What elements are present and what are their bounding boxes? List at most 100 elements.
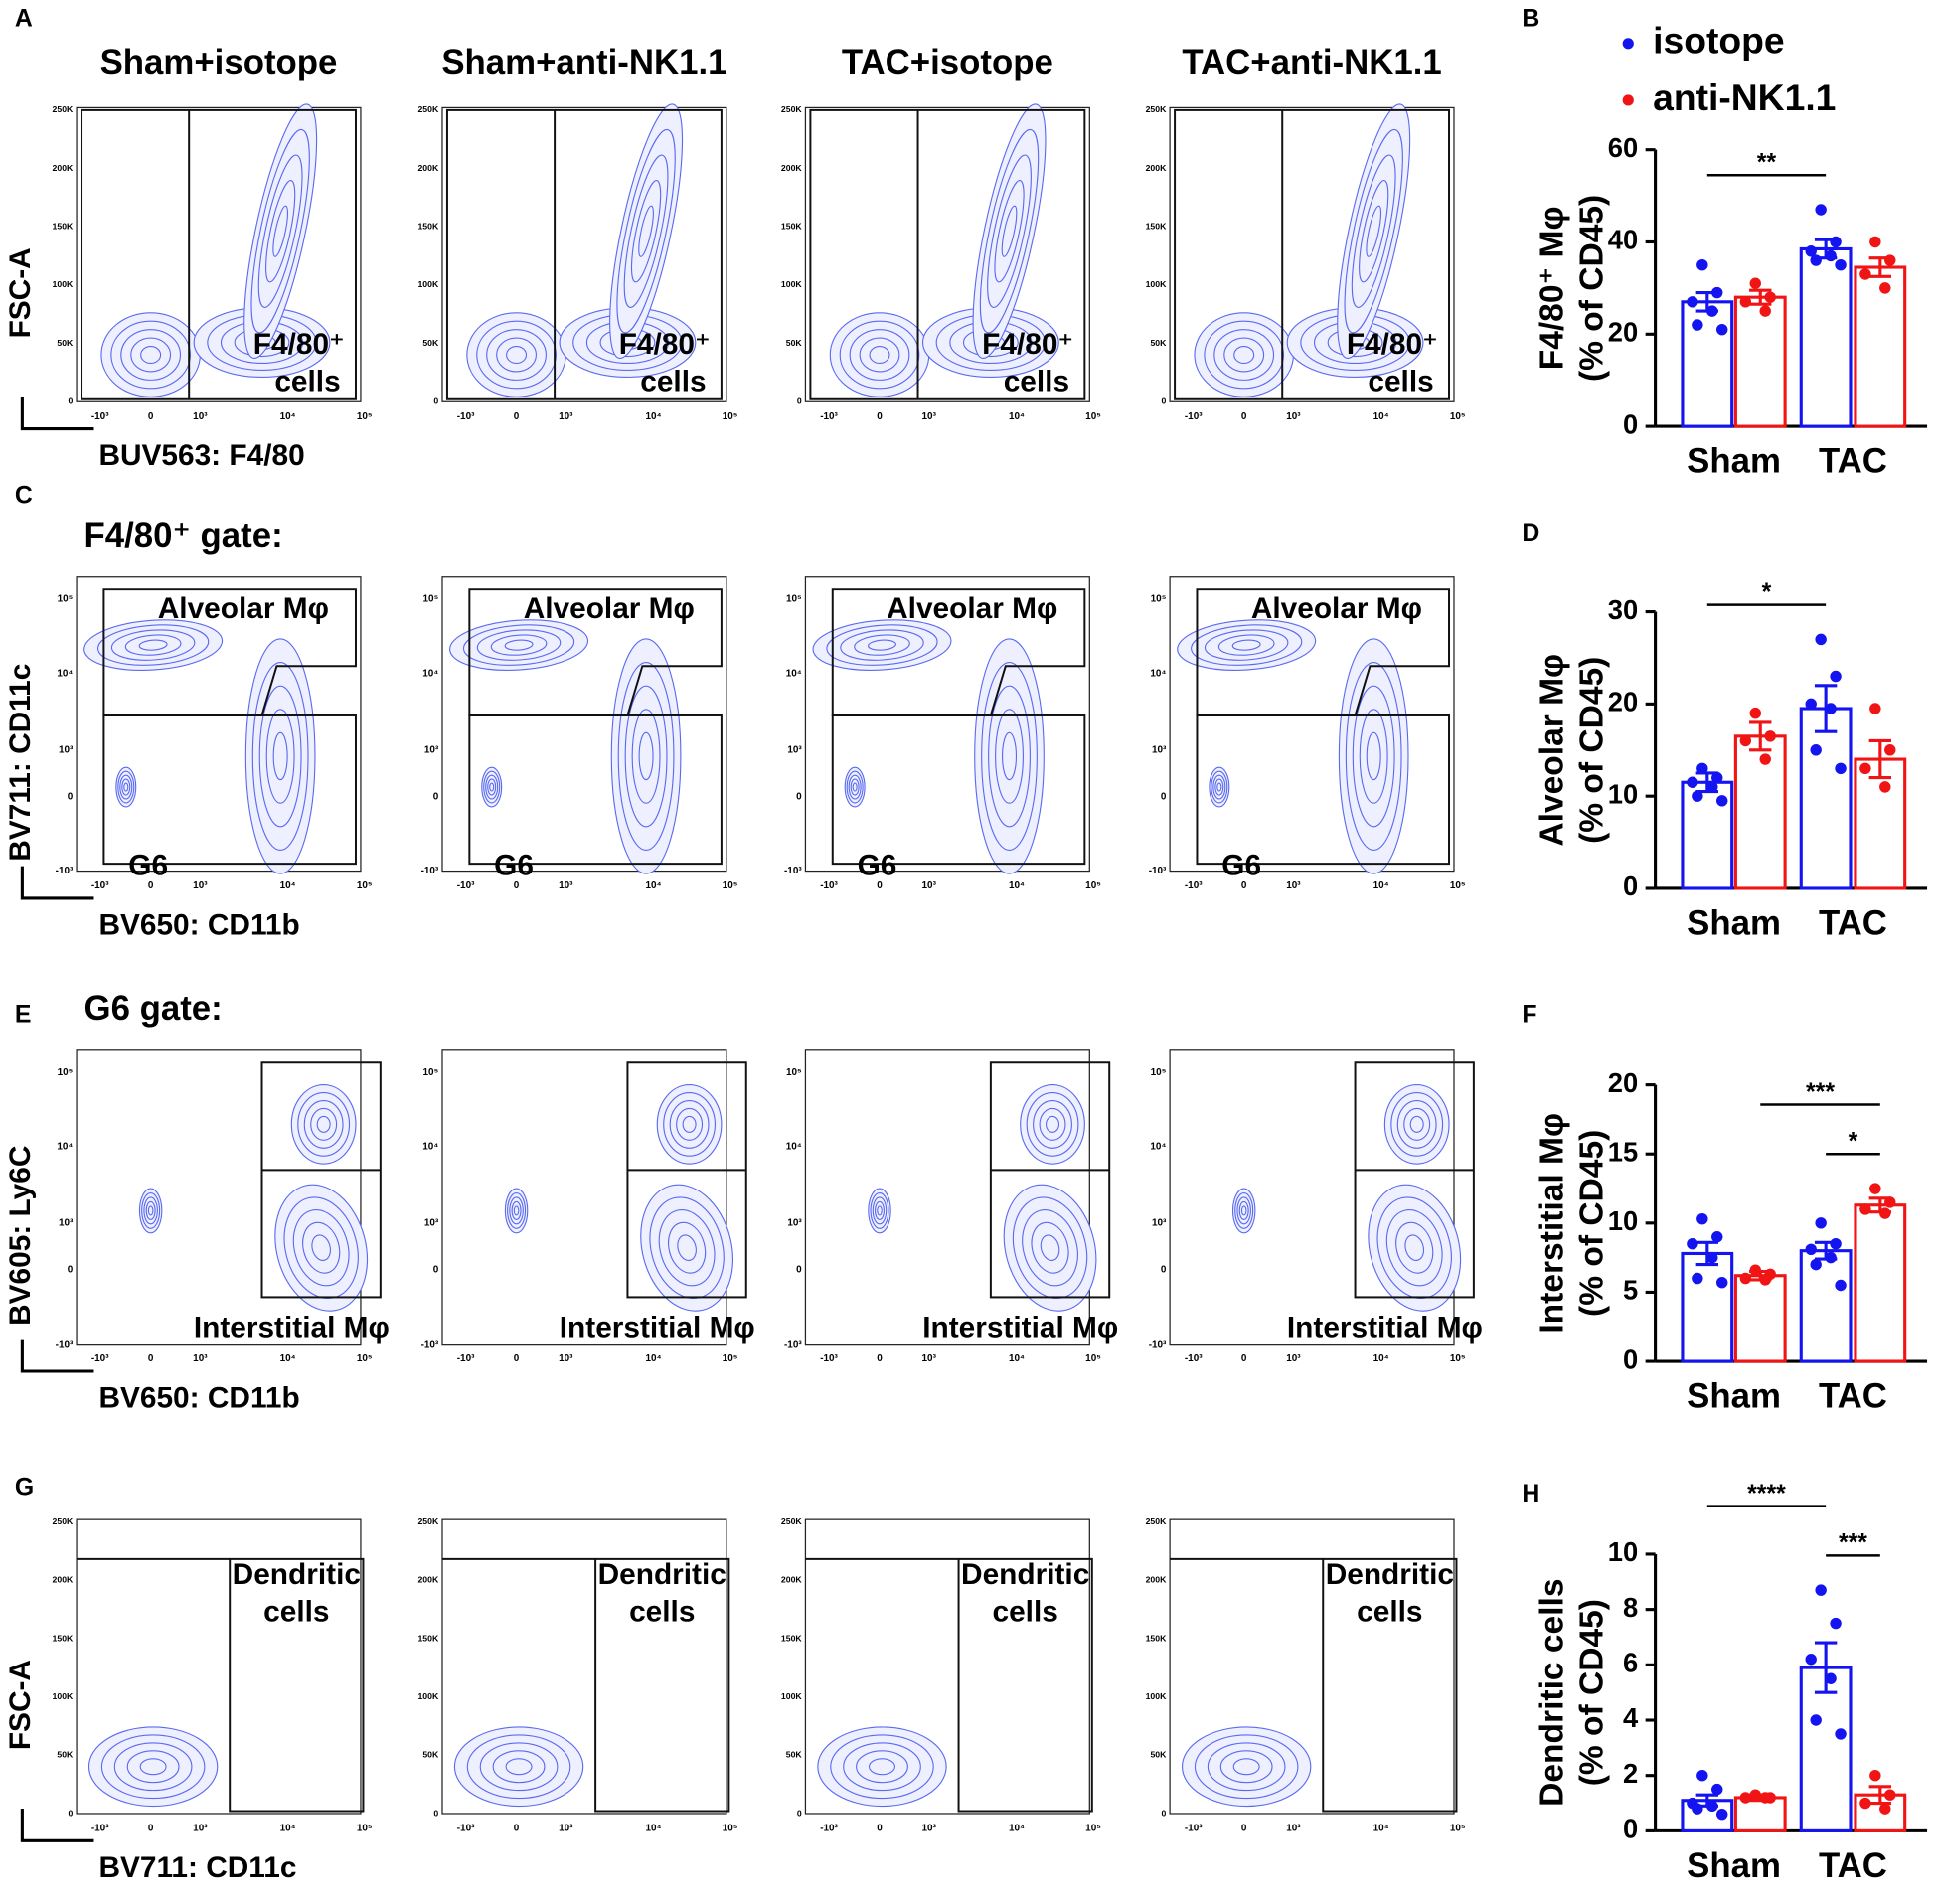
plot-frame	[441, 1518, 727, 1815]
contour	[145, 1200, 156, 1220]
contour	[874, 1200, 886, 1220]
panel-letter: E	[15, 1002, 32, 1029]
panel-letter: C	[15, 483, 33, 510]
x-tick-label: 10⁵	[1085, 880, 1101, 891]
gate-label: cells	[993, 1595, 1058, 1628]
data-point	[1749, 277, 1761, 289]
y-tick-label: 20	[1608, 317, 1638, 348]
y-tick-label: 0	[68, 792, 74, 803]
contour	[1194, 1734, 1299, 1800]
bar	[1681, 780, 1734, 890]
x-tick-label: 0	[877, 1824, 883, 1834]
data-point	[1692, 1272, 1703, 1285]
x-tick-label: 0	[1241, 1353, 1247, 1364]
x-tick-label: 10³	[559, 1353, 573, 1364]
contour	[141, 1191, 161, 1229]
plot-frame	[1169, 576, 1455, 873]
y-tick-label: 10³	[59, 1217, 74, 1228]
gate	[1174, 108, 1451, 400]
contour	[100, 312, 201, 397]
x-tick-label: 10³	[193, 880, 208, 891]
data-point	[1815, 633, 1827, 646]
contour	[859, 337, 900, 373]
contour	[1204, 320, 1285, 390]
x-tick-label: 10⁴	[646, 1824, 662, 1834]
x-tick-label: 10³	[1286, 880, 1301, 891]
contour	[138, 1188, 163, 1234]
y-tick-label: 50K	[786, 1750, 803, 1760]
y-axis-label: BV711: CD11c	[4, 664, 37, 862]
x-tick-label: 10⁴	[280, 1353, 296, 1364]
contour	[251, 661, 309, 852]
y-tick-label: 4	[1623, 1702, 1639, 1733]
gate	[1354, 1061, 1475, 1299]
data-point	[1687, 1237, 1698, 1250]
data-point	[1830, 1237, 1842, 1250]
panel-letter: H	[1522, 1481, 1539, 1507]
x-tick-label: 0	[514, 880, 520, 891]
data-point	[1805, 698, 1817, 711]
contour	[669, 1099, 710, 1149]
x-tick-label: 10³	[193, 1824, 208, 1834]
y-tick-label: 250K	[781, 1516, 802, 1526]
data-point	[1815, 1584, 1827, 1596]
contour	[1390, 1092, 1444, 1157]
contour	[1385, 1209, 1443, 1287]
legend-marker	[1622, 94, 1634, 106]
y-tick-label: 10⁴	[786, 668, 802, 679]
y-tick-label: 10³	[1152, 744, 1167, 755]
contour	[1383, 1084, 1450, 1165]
contour	[1001, 731, 1018, 781]
plot-frame	[1169, 1518, 1455, 1815]
data-point	[1739, 1272, 1752, 1285]
contour	[869, 1758, 895, 1776]
contour	[1359, 709, 1388, 804]
x-tick-label: -10³	[820, 1824, 838, 1834]
x-tick-label: TAC	[1819, 1377, 1887, 1416]
y-tick-label: 0	[1623, 1344, 1638, 1374]
y-tick-label: 10⁵	[786, 1067, 802, 1078]
flow-plot: 250K 200K 150K 100K 50K 0 -10³ 0 10³ 10⁴ 10⁵ F4/80⁺…	[1146, 103, 1466, 422]
x-tick-label: 10³	[1286, 1824, 1301, 1834]
data-point	[1696, 1212, 1708, 1225]
data-point	[1835, 258, 1847, 271]
x-tick-label: -10³	[820, 880, 838, 891]
contour	[466, 1734, 571, 1800]
contour	[972, 103, 1047, 360]
contour	[1211, 770, 1228, 804]
contour	[115, 766, 137, 808]
contour	[487, 778, 497, 796]
y-tick-label: 50K	[422, 1750, 439, 1760]
gate-label: Dendritic	[233, 1558, 361, 1591]
x-tick-label: -10³	[820, 411, 838, 422]
gate	[81, 108, 357, 400]
y-tick-label: 100K	[781, 1691, 802, 1701]
contour	[297, 1092, 351, 1157]
significance-label: ***	[1839, 1530, 1867, 1557]
data-point	[1716, 795, 1728, 807]
x-tick-label: 10⁵	[1450, 880, 1466, 891]
contour	[87, 1726, 219, 1808]
x-axis-label: BV711: CD11c	[98, 1851, 296, 1884]
flow-plot: -10³ 0 10³ 10⁴ 10⁵ -10³ 0 10³ 10⁴ 10⁵ Alveolar Mφ G…	[56, 576, 373, 891]
contour	[630, 180, 662, 283]
contour	[1366, 731, 1381, 781]
plot-frame	[804, 1518, 1090, 1815]
y-tick-label: 10⁵	[1151, 1067, 1167, 1078]
y-axis-label: BV605: Ly6C	[4, 1146, 37, 1326]
contour	[1001, 205, 1018, 257]
y-tick-label: 10³	[59, 744, 74, 755]
y-tick-label: 200K	[417, 1575, 438, 1585]
contour	[1352, 685, 1395, 828]
x-tick-label: 10⁴	[1009, 1353, 1025, 1364]
gate-label: Dendritic	[598, 1558, 726, 1591]
x-tick-label: 10⁵	[357, 1353, 373, 1364]
contour	[292, 1209, 350, 1287]
contour	[139, 1758, 167, 1776]
data-point	[1711, 1783, 1723, 1796]
contour	[829, 312, 930, 397]
gate-label: Alveolar Mφ	[524, 592, 695, 625]
data-point	[1711, 286, 1723, 299]
contour	[844, 766, 866, 808]
